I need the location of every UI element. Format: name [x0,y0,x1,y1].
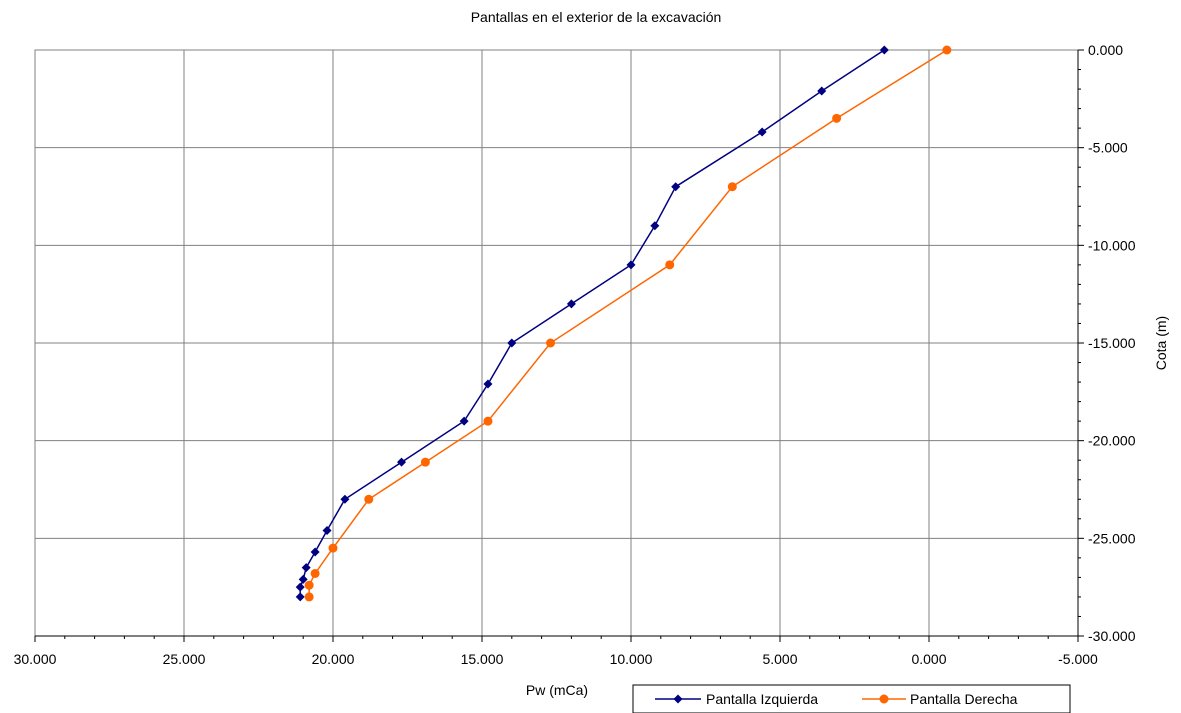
x-tick-label: 20.000 [312,651,355,667]
data-point-izquierda [507,338,517,348]
data-point-derecha [420,457,430,467]
data-point-derecha [328,543,338,553]
data-point-derecha [304,580,314,590]
data-point-derecha [832,113,842,123]
data-point-derecha [942,45,952,55]
y-tick-label: 0.000 [1088,42,1123,58]
x-tick-label: 30.000 [14,651,57,667]
data-point-izquierda [879,45,889,55]
data-point-derecha [546,338,556,348]
data-point-derecha [364,494,374,504]
legend-box [632,684,1071,713]
data-point-izquierda [817,86,827,96]
x-tick-label: -5.000 [1058,651,1098,667]
y-axis-title: Cota (m) [1153,316,1169,370]
data-point-izquierda [650,221,660,231]
data-point-izquierda [340,494,350,504]
axes: 30.000 25.000 20.000 15.000 10.000 5.000 0.000… [14,42,1136,667]
data-point-izquierda [483,379,493,389]
data-point-izquierda [757,127,767,137]
x-tick-label: 0.000 [911,651,946,667]
data-point-derecha [483,416,493,426]
data-point-derecha [310,568,320,578]
data-point-derecha [665,260,675,270]
data-point-izquierda [566,299,576,309]
legend-label-derecha: Pantalla Derecha [910,691,1018,707]
chart-title: Pantallas en el exterior de la excavació… [471,9,722,25]
y-tick-label: -30.000 [1088,628,1136,644]
y-tick-label: -15.000 [1088,335,1136,351]
data-point-izquierda [397,457,407,467]
data-point-izquierda [301,563,311,573]
y-tick-label: -20.000 [1088,433,1136,449]
legend-circle-marker [879,694,889,704]
data-point-izquierda [310,547,320,557]
data-point-derecha [727,182,737,192]
x-axis-title: Pw (mCa) [526,682,588,698]
x-tick-label: 15.000 [461,651,504,667]
data-point-izquierda [322,526,332,536]
data-point-izquierda [671,182,681,192]
x-tick-label: 25.000 [163,651,206,667]
y-tick-label: -5.000 [1088,140,1128,156]
data-point-derecha [304,592,314,602]
legend-diamond-marker [673,694,683,704]
x-tick-label: 10.000 [610,651,653,667]
x-tick-label: 5.000 [762,651,797,667]
data-point-izquierda [295,582,305,592]
legend-label-izquierda: Pantalla Izquierda [706,691,818,707]
data-point-izquierda [295,592,305,602]
data-point-izquierda [459,416,469,426]
gridlines [35,50,1078,636]
data-series [295,45,952,602]
y-tick-label: -25.000 [1088,530,1136,546]
legend: Pantalla Izquierda Pantalla Derecha [632,684,1071,713]
data-point-izquierda [626,260,636,270]
y-tick-label: -10.000 [1088,237,1136,253]
data-point-izquierda [298,574,308,584]
